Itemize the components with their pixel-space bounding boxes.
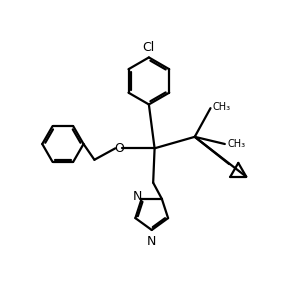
Text: N: N bbox=[147, 234, 157, 248]
Text: CH₃: CH₃ bbox=[213, 102, 231, 112]
Text: O: O bbox=[114, 142, 124, 155]
Text: N: N bbox=[133, 190, 142, 203]
Text: Cl: Cl bbox=[143, 41, 155, 54]
Text: CH₃: CH₃ bbox=[227, 139, 245, 149]
